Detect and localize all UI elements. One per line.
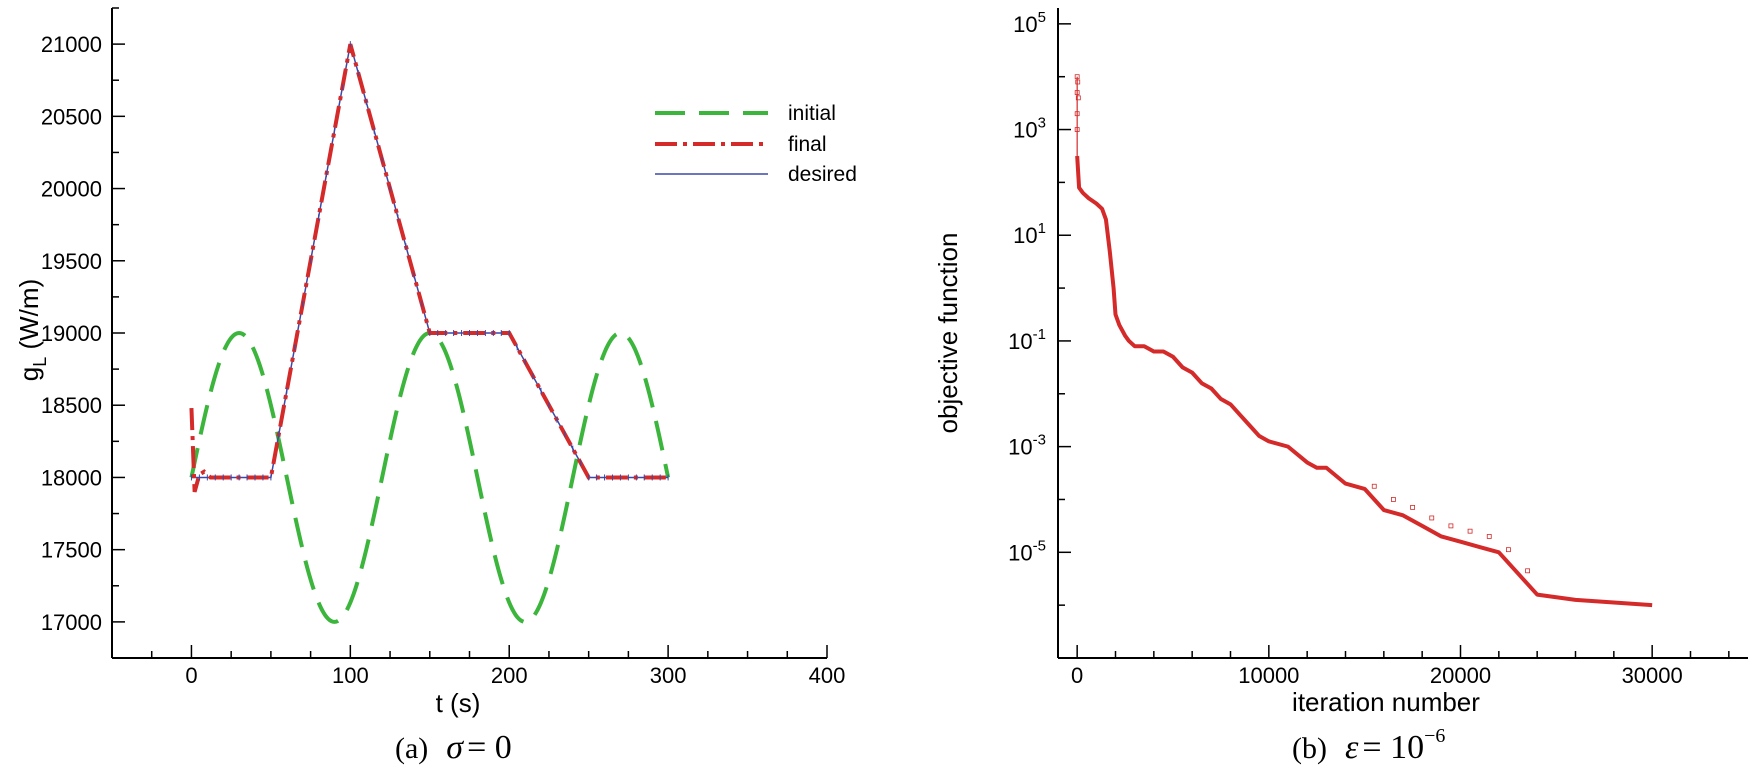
x-tick-label: 300 [650, 663, 687, 688]
objective-marker [1371, 483, 1377, 489]
objective-marker [1506, 547, 1511, 553]
legend-label-final: final [788, 133, 827, 156]
objective-marker [1410, 504, 1415, 510]
panel-a-ticks: 0 100 200 300 400 17000 17500 18000 18500 19000 19… [41, 7, 846, 688]
objective-marker [1075, 95, 1081, 101]
panel-a-x-axis-title: t (s) [436, 688, 481, 718]
legend-label-desired: desired [788, 163, 857, 186]
legend-label-initial: initial [788, 102, 836, 125]
panel-b-x-axis-title: iteration number [1292, 687, 1480, 717]
y-tick-label: 21000 [41, 32, 102, 57]
y-tick-label: 10-5 [1008, 537, 1046, 565]
panel-b-chart: 0 10000 20000 30000 10-5 10-3 10-1 101 103 105 it… [933, 8, 1748, 766]
objective-marker [1467, 528, 1473, 534]
panel-b-caption: (b) ε = 10−6 [1292, 725, 1445, 766]
panel-b-y-axis-title: objective function [933, 233, 963, 434]
objective-marker [1391, 497, 1396, 502]
panel-b-ticks: 0 10000 20000 30000 10-5 10-3 10-1 101 103 105 [1008, 9, 1730, 688]
x-tick-label: 30000 [1622, 663, 1683, 688]
panel-a-legend: initial final desired [655, 102, 857, 186]
series-desired [191, 43, 669, 479]
y-tick-label: 17500 [41, 538, 102, 563]
series-objective [1075, 155, 1653, 608]
y-tick-label: 20000 [41, 177, 102, 202]
panel-a-chart: 0 100 200 300 400 17000 17500 18000 18500 19000 19… [14, 7, 857, 766]
panel-b-series [1074, 74, 1653, 608]
y-tick-label: 105 [1013, 9, 1046, 37]
y-tick-label: 10-1 [1008, 326, 1046, 354]
y-tick-label: 20500 [41, 104, 102, 129]
y-tick-label: 101 [1013, 220, 1046, 248]
panel-a-caption: (a) σ = 0 [395, 729, 512, 766]
y-tick-label: 19000 [41, 321, 102, 346]
x-tick-label: 400 [809, 663, 846, 688]
y-tick-label: 10-3 [1008, 432, 1046, 460]
y-tick-label: 17000 [41, 610, 102, 635]
series-final [189, 43, 669, 493]
x-tick-label: 20000 [1430, 663, 1491, 688]
y-tick-label: 18500 [41, 393, 102, 418]
x-tick-label: 10000 [1238, 663, 1299, 688]
objective-marker [1486, 534, 1492, 539]
x-tick-label: 200 [491, 663, 528, 688]
x-tick-label: 100 [332, 663, 369, 688]
y-tick-label: 103 [1013, 115, 1046, 143]
y-tick-label: 18000 [41, 465, 102, 490]
x-tick-label: 0 [185, 663, 197, 688]
objective-marker [1429, 515, 1435, 521]
panel-a-series [189, 41, 671, 624]
x-tick-label: 0 [1071, 663, 1083, 688]
panel-a-y-axis-title: gL (W/m) [14, 279, 50, 381]
y-tick-label: 19500 [41, 249, 102, 274]
objective-marker [1448, 523, 1454, 529]
objective-marker [1525, 568, 1530, 574]
